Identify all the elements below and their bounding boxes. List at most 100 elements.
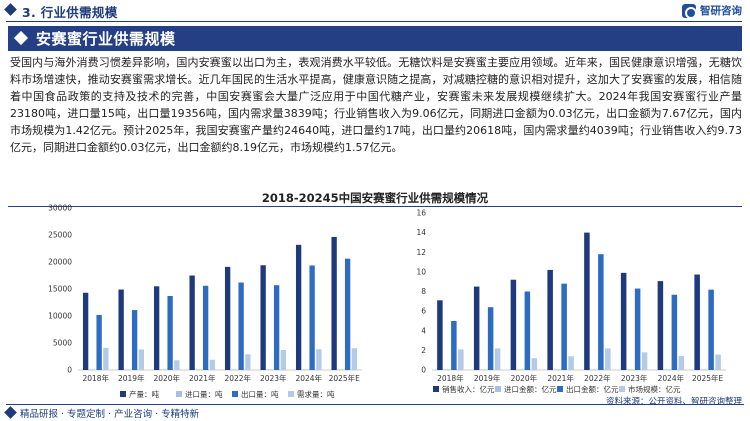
legend-label: 产量：吨	[129, 389, 159, 399]
bar-3	[309, 265, 315, 370]
x-tick-label: 2025年E	[692, 373, 724, 383]
legend-swatch	[619, 386, 625, 392]
page-title: 安赛蜜行业供需规模	[36, 30, 176, 48]
footer-tagline: 精品研报 · 专题定制 · 产业咨询 · 专精特新	[20, 409, 200, 420]
bar-1	[620, 272, 627, 370]
top-bar: 3. 行业供需规模 智研咨询	[0, 0, 750, 22]
legend-swatch	[176, 391, 182, 397]
bar-2	[554, 369, 560, 370]
y-tick-label: 8	[421, 287, 426, 296]
bar-4	[245, 354, 251, 370]
header-divider	[6, 21, 742, 22]
bar-2	[627, 369, 634, 370]
bar-2	[444, 369, 450, 370]
x-tick-label: 2024年	[295, 373, 322, 383]
body-paragraph: 受国内与海外消费习惯差异影响，国内安赛蜜以出口为主，表观消费水平较低。无糖饮料是…	[10, 56, 742, 154]
x-tick-label: 2023年	[621, 373, 648, 383]
bar-4	[174, 360, 180, 370]
footer-marker-icon	[4, 406, 17, 419]
legend-swatch	[433, 386, 439, 392]
bar-1	[224, 266, 231, 370]
bar-2	[267, 369, 273, 370]
x-tick-label: 2018年	[437, 373, 464, 383]
y-tick-label: 16	[416, 209, 426, 218]
bar-3	[671, 294, 678, 370]
legend-label: 需求量：吨	[297, 389, 335, 399]
y-tick-label: 12	[416, 248, 426, 257]
bar-3	[451, 320, 457, 370]
y-tick-label: 10000	[48, 312, 72, 321]
legend-label: 出口量：吨	[241, 389, 279, 399]
chart-title-divider	[8, 206, 742, 207]
bar-1	[118, 289, 124, 370]
bar-2	[196, 369, 202, 370]
bar-3	[561, 283, 567, 370]
y-tick-label: 6	[421, 307, 426, 316]
bar-3	[202, 285, 209, 370]
bar-4	[458, 349, 464, 370]
bar-1	[510, 279, 517, 370]
legend-swatch	[288, 391, 294, 397]
bar-2	[231, 369, 238, 370]
bar-1	[437, 300, 443, 370]
x-tick-label: 2022年	[584, 373, 611, 383]
y-tick-label: 20000	[48, 258, 72, 267]
x-tick-label: 2020年	[511, 373, 538, 383]
x-tick-label: 2018年	[82, 373, 109, 383]
y-tick-label: 15000	[48, 285, 72, 294]
bar-2	[701, 369, 707, 370]
bar-4	[605, 348, 611, 370]
y-tick-label: 0	[421, 366, 426, 375]
footer-divider	[6, 404, 744, 405]
bar-3	[524, 291, 531, 370]
supply-demand-value-chart: 0 2 4 6 8 10 12 14 16 2018年 2019年 2020年 2021年 2022年 20…	[416, 209, 726, 394]
bar-4	[280, 350, 287, 370]
legend-label: 出口金额：亿元	[566, 384, 619, 394]
bar-4	[531, 358, 538, 370]
bar-4	[209, 359, 216, 370]
y-tick-label: 14	[416, 228, 426, 237]
x-tick-label: 2023年	[260, 373, 287, 383]
legend-label: 销售收入：亿元	[442, 384, 495, 394]
bar-2	[480, 369, 487, 370]
y-tick-label: 4	[421, 326, 426, 335]
x-tick-label: 2025年E	[329, 373, 361, 383]
legend-swatch	[232, 391, 238, 397]
bar-1	[189, 275, 195, 370]
x-tick-label: 2021年	[547, 373, 574, 383]
legend-swatch	[557, 386, 563, 392]
brand-logo[interactable]: 智研咨询	[682, 3, 742, 19]
legend-label: 进口量：吨	[185, 389, 223, 399]
bar-1	[82, 292, 89, 370]
legend-swatch	[120, 391, 126, 397]
bar-1	[694, 274, 700, 370]
y-tick-label: 5000	[53, 339, 72, 348]
bar-2	[89, 369, 96, 370]
bar-3	[96, 314, 102, 370]
bar-4	[568, 356, 574, 370]
x-tick-label: 2020年	[153, 373, 180, 383]
bar-2	[517, 369, 524, 370]
data-source-note: 资料来源：公开资料、智研咨询整理	[605, 397, 742, 407]
y-tick-label: 25000	[48, 231, 72, 240]
y-tick-label: 0	[67, 366, 72, 375]
bar-2	[125, 369, 131, 370]
bar-3	[598, 254, 604, 370]
y-tick-label: 30000	[48, 204, 72, 213]
bar-1	[547, 269, 553, 370]
x-tick-label: 2022年	[224, 373, 251, 383]
bar-2	[591, 369, 597, 370]
bar-4	[103, 347, 109, 370]
bar-2	[302, 369, 309, 370]
bar-3	[238, 282, 244, 370]
title-band: 安赛蜜行业供需规模	[8, 26, 742, 51]
legend-swatch	[495, 386, 501, 392]
bar-3	[708, 289, 714, 370]
brand-logo-icon	[682, 3, 697, 19]
bar-2	[160, 369, 167, 370]
bar-4	[351, 348, 358, 370]
bar-3	[131, 310, 138, 370]
bar-4	[316, 349, 322, 370]
bar-1	[657, 281, 664, 370]
bar-3	[273, 285, 280, 370]
